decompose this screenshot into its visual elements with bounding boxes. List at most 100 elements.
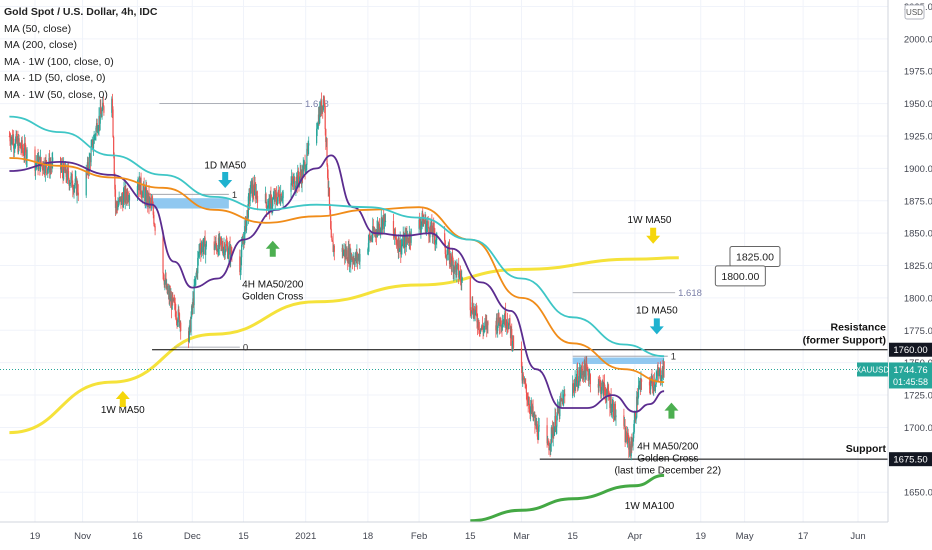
candle-body <box>601 382 603 391</box>
candle-body <box>548 447 551 451</box>
legend-item-ma1d50[interactable]: MA · 1D (50, close, 0) <box>4 72 106 85</box>
candle-body <box>402 235 404 244</box>
price-axis[interactable]: 1650.001675.001700.001725.001750.001775.… <box>887 0 932 550</box>
candle-body <box>47 168 49 173</box>
arrow-up-icon <box>115 390 130 407</box>
candle-body <box>419 219 421 226</box>
candle-body <box>563 393 565 395</box>
candle-body <box>600 382 602 395</box>
candle-body <box>252 184 254 197</box>
candle-body <box>342 252 345 256</box>
candle-body <box>19 143 21 145</box>
candle-body <box>423 221 426 224</box>
fib-zone-box[interactable] <box>572 357 665 364</box>
candle-body <box>486 321 488 330</box>
candle-body <box>141 192 143 196</box>
candle-body <box>247 210 249 218</box>
candle-body <box>501 326 503 328</box>
candle-body <box>553 427 556 436</box>
candle-body <box>531 406 534 412</box>
candle-body <box>154 225 156 231</box>
candle-body <box>326 138 328 165</box>
candle-body <box>255 187 257 199</box>
candle-body <box>367 242 370 249</box>
candle-body <box>60 157 62 170</box>
candle-body <box>640 379 642 390</box>
candle-body <box>530 403 532 408</box>
candle-body <box>637 385 640 398</box>
candle-body <box>531 403 533 412</box>
candle-body <box>640 379 643 382</box>
candle-body <box>115 203 117 208</box>
candle-body <box>241 242 243 245</box>
candle-body <box>195 270 198 276</box>
candle-body <box>342 247 344 256</box>
resistance-price-tag[interactable] <box>889 342 932 357</box>
fib-level-label: 1.618 <box>678 288 702 299</box>
candle-body <box>74 185 76 188</box>
y-tick-label: 1875.00 <box>904 196 932 207</box>
candle-body <box>630 448 632 457</box>
fib-zone-box[interactable] <box>144 198 229 209</box>
candle-body <box>217 237 220 255</box>
ma1w50-line <box>9 256 679 435</box>
time-axis[interactable]: 19 Nov 16 Dec 15 2021 18 Feb 15 Mar 15 Apr 19 May 17 Ju… <box>0 521 888 550</box>
candle-body <box>117 205 119 210</box>
candle-body <box>66 168 68 181</box>
candle-body <box>242 240 245 244</box>
candle-body <box>124 188 126 202</box>
currency-badge[interactable] <box>904 4 925 20</box>
candle-body <box>400 245 402 255</box>
candle-body <box>379 230 381 233</box>
candle-body <box>177 309 179 323</box>
candle-body <box>38 156 40 160</box>
candle-body <box>116 203 118 207</box>
candle-body <box>174 301 176 303</box>
candle-body <box>10 141 12 145</box>
candle-body <box>525 384 527 386</box>
candle-body <box>270 194 272 197</box>
symbol-tag[interactable] <box>857 362 888 377</box>
candle-body <box>345 250 348 257</box>
candle-body <box>484 321 486 327</box>
candle-body <box>659 368 662 381</box>
price-callout[interactable] <box>714 265 766 287</box>
current-price-tag[interactable] <box>889 362 932 389</box>
legend-item-ma50[interactable]: MA (50, close) <box>4 22 72 35</box>
candle-body <box>501 323 504 328</box>
ma-1w50-layer <box>9 256 679 435</box>
candle-body <box>578 370 580 377</box>
candle-body <box>272 197 274 199</box>
candle-body <box>350 253 352 260</box>
candle-body <box>128 195 131 201</box>
candle-body <box>301 169 303 185</box>
legend-item-ma1w100[interactable]: MA · 1W (100, close, 0) <box>4 55 114 68</box>
legend-item-ma1w50[interactable]: MA · 1W (50, close, 0) <box>4 88 108 101</box>
candle-body <box>359 254 361 262</box>
candle-body <box>300 171 302 177</box>
candle-body <box>43 161 45 172</box>
candle-body <box>450 262 452 267</box>
candle-body <box>522 374 524 378</box>
candle-body <box>18 138 20 145</box>
x-tick-label: Nov <box>74 531 91 542</box>
candle-body <box>223 245 225 249</box>
candle-body <box>230 247 232 260</box>
candle-body <box>446 255 448 260</box>
candle-body <box>424 217 426 224</box>
support-price-tag[interactable] <box>889 452 932 467</box>
candle-body <box>381 218 384 230</box>
candle-body <box>343 249 345 253</box>
candle-body <box>511 344 513 346</box>
candle-body <box>318 114 320 124</box>
candle-body <box>473 308 475 318</box>
candle-body <box>189 320 192 332</box>
candle-body <box>10 139 12 145</box>
candle-body <box>320 100 323 113</box>
candle-body <box>198 251 200 253</box>
legend-item-ma200[interactable]: MA (200, close) <box>4 39 77 52</box>
y-tick-label: 1775.00 <box>904 326 932 337</box>
candle-body <box>555 426 557 431</box>
candle-body <box>138 184 140 191</box>
